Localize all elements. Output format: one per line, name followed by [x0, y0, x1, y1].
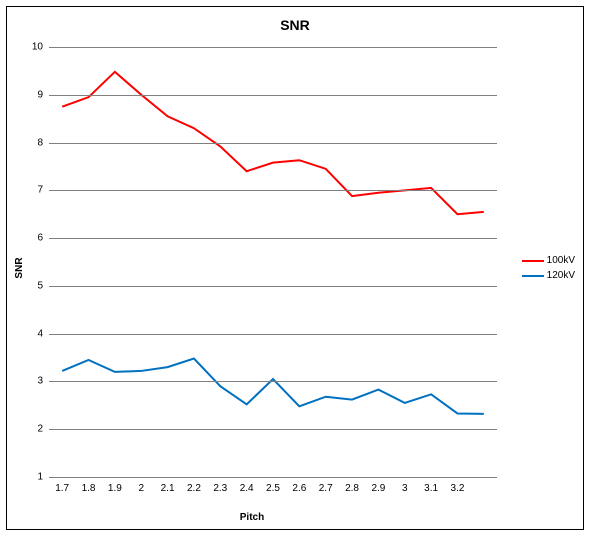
legend-swatch: [522, 275, 544, 277]
x-tick-label: 3: [402, 477, 408, 494]
line-series-svg: [49, 47, 497, 477]
x-tick-label: 2.4: [240, 477, 254, 494]
grid-line: [49, 143, 497, 144]
x-tick-label: 2.2: [187, 477, 201, 494]
x-tick-label: 1.7: [55, 477, 69, 494]
y-tick-label: 9: [37, 89, 49, 100]
legend: 100kV 120kV: [522, 251, 575, 285]
y-tick-label: 8: [37, 137, 49, 148]
grid-line: [49, 190, 497, 191]
legend-swatch: [522, 260, 544, 262]
grid-line: [49, 381, 497, 382]
x-axis-label: Pitch: [7, 512, 497, 523]
grid-line: [49, 429, 497, 430]
x-tick-label: 3.1: [424, 477, 438, 494]
grid-line: [49, 334, 497, 335]
y-tick-label: 2: [37, 424, 49, 435]
grid-line: [49, 238, 497, 239]
x-tick-label: 1.9: [108, 477, 122, 494]
legend-item: 120kV: [522, 270, 575, 281]
y-tick-label: 1: [37, 472, 49, 483]
x-tick-label: 2.7: [319, 477, 333, 494]
chart-title: SNR: [7, 17, 583, 33]
grid-line: [49, 95, 497, 96]
x-tick-label: 2.8: [345, 477, 359, 494]
x-tick-label: 1.8: [82, 477, 96, 494]
legend-label: 120kV: [547, 270, 575, 281]
x-tick-label: 3.2: [451, 477, 465, 494]
x-tick-label: 2.9: [371, 477, 385, 494]
legend-item: 100kV: [522, 255, 575, 266]
legend-label: 100kV: [547, 255, 575, 266]
grid-line: [49, 286, 497, 287]
x-tick-label: 2.6: [292, 477, 306, 494]
y-tick-label: 5: [37, 280, 49, 291]
y-tick-label: 6: [37, 233, 49, 244]
series-line-120kV: [62, 359, 484, 414]
chart-frame: SNR SNR Pitch 123456789101.71.81.922.12.…: [6, 6, 584, 530]
y-tick-label: 7: [37, 185, 49, 196]
x-tick-label: 2.1: [161, 477, 175, 494]
y-tick-label: 10: [32, 42, 49, 53]
x-tick-label: 2.3: [213, 477, 227, 494]
y-axis-label: SNR: [14, 257, 25, 278]
x-tick-label: 2.5: [266, 477, 280, 494]
y-tick-label: 3: [37, 376, 49, 387]
y-tick-label: 4: [37, 328, 49, 339]
plot-area: 123456789101.71.81.922.12.22.32.42.52.62…: [49, 47, 497, 478]
x-tick-label: 2: [138, 477, 144, 494]
grid-line: [49, 47, 497, 48]
